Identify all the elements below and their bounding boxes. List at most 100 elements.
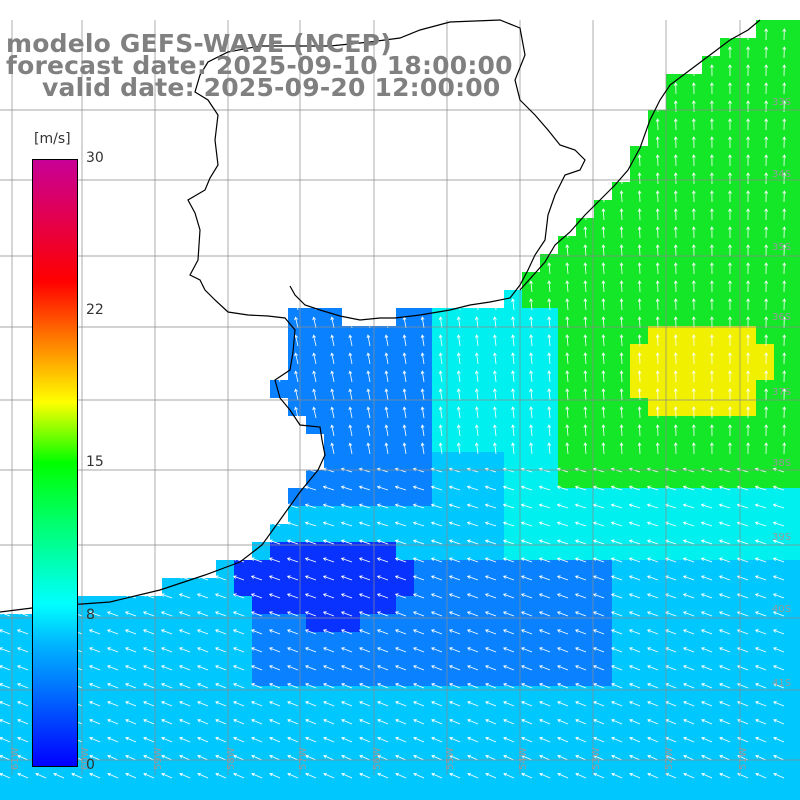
wind-arrow-head <box>565 352 570 356</box>
wind-arrow-head <box>754 575 759 579</box>
wind-arrow-head <box>646 539 651 543</box>
wind-arrow-head <box>493 424 497 428</box>
wind-arrow-head <box>376 539 381 543</box>
field-cell <box>252 704 270 722</box>
wind-arrow <box>566 407 569 419</box>
wind-arrow-head <box>710 262 714 266</box>
wind-arrow <box>593 593 605 599</box>
field-cell <box>450 344 468 362</box>
wind-arrow <box>449 755 461 761</box>
wind-arrow-head <box>746 244 750 248</box>
field-cell <box>0 668 18 686</box>
wind-arrow-head <box>16 629 21 633</box>
wind-arrow <box>530 407 533 419</box>
wind-arrow <box>755 755 767 761</box>
wind-arrow-head <box>754 503 759 508</box>
wind-arrow-head <box>583 208 588 212</box>
field-cell <box>162 596 180 614</box>
wind-arrow <box>413 486 425 491</box>
field-cell <box>576 560 594 578</box>
field-cell <box>540 722 558 740</box>
wind-arrow-head <box>782 442 787 446</box>
wind-arrow <box>359 557 371 563</box>
wind-arrow-head <box>251 736 255 741</box>
wind-arrow <box>197 755 209 761</box>
field-cell <box>792 470 800 488</box>
wind-arrow-head <box>547 244 552 248</box>
wind-arrow <box>476 407 479 419</box>
wind-arrow <box>639 424 641 437</box>
wind-arrow-head <box>565 406 570 410</box>
wind-arrow <box>467 665 479 671</box>
latitude-label: 40S <box>772 604 791 615</box>
wind-arrow <box>89 629 101 635</box>
wind-arrow-head <box>503 700 507 705</box>
wind-arrow <box>647 557 659 563</box>
field-cell <box>270 578 288 596</box>
field-cell <box>648 146 666 164</box>
wind-arrow <box>629 683 641 689</box>
field-cell <box>738 308 756 326</box>
wind-arrow-head <box>503 647 507 651</box>
wind-arrow-head <box>448 593 453 597</box>
wind-arrow-head <box>484 611 489 615</box>
wind-arrow-head <box>304 521 309 526</box>
wind-arrow <box>341 719 353 725</box>
wind-arrow-head <box>269 754 273 759</box>
wind-arrow-head <box>565 370 570 374</box>
field-cell <box>288 542 306 560</box>
wind-arrow <box>548 353 551 365</box>
field-cell <box>648 164 666 182</box>
longitude-label: 61W <box>10 747 21 770</box>
wind-arrow <box>773 737 785 743</box>
wind-arrow-head <box>764 82 769 86</box>
field-cell <box>774 128 792 146</box>
field-cell <box>414 632 432 650</box>
field-cell <box>576 722 594 740</box>
wind-arrow-head <box>539 683 543 687</box>
wind-arrow <box>305 755 317 761</box>
wind-arrow <box>701 701 713 707</box>
wind-arrow <box>331 317 335 329</box>
wind-arrow <box>341 773 353 779</box>
wind-arrow <box>647 468 659 473</box>
colorbar-tick-0: 0 <box>86 757 95 773</box>
wind-arrow-head <box>402 442 407 447</box>
wind-arrow-head <box>556 629 561 633</box>
wind-arrow-head <box>746 442 750 446</box>
field-cell <box>162 740 180 758</box>
wind-arrow <box>647 719 659 725</box>
field-cell <box>306 416 324 434</box>
field-cell <box>756 758 774 776</box>
wind-arrow-head <box>772 611 777 615</box>
field-cell <box>774 344 792 362</box>
wind-arrow-head <box>728 370 732 374</box>
field-cell <box>756 470 774 488</box>
wind-arrow <box>233 755 245 761</box>
wind-arrow <box>377 665 389 671</box>
field-cell <box>738 452 756 470</box>
field-cell <box>684 650 702 668</box>
field-cell <box>360 560 378 578</box>
wind-arrow-head <box>655 388 660 392</box>
wind-arrow-head <box>773 772 777 777</box>
field-cell <box>720 686 738 704</box>
wind-arrow <box>719 719 731 725</box>
field-cell <box>774 182 792 200</box>
field-cell <box>594 614 612 632</box>
field-cell <box>720 182 738 200</box>
field-cell <box>90 650 108 668</box>
field-cell <box>738 38 756 56</box>
wind-arrow <box>485 719 497 725</box>
wind-arrow <box>701 540 713 545</box>
wind-arrow-head <box>773 647 777 651</box>
wind-arrow <box>179 737 191 743</box>
field-cell <box>450 308 468 326</box>
wind-arrow-head <box>764 298 769 302</box>
field-cell <box>702 344 720 362</box>
field-cell <box>414 596 432 614</box>
field-cell <box>18 776 36 794</box>
field-cell <box>414 542 432 560</box>
wind-arrow-head <box>664 521 669 526</box>
wind-arrow <box>107 629 119 635</box>
